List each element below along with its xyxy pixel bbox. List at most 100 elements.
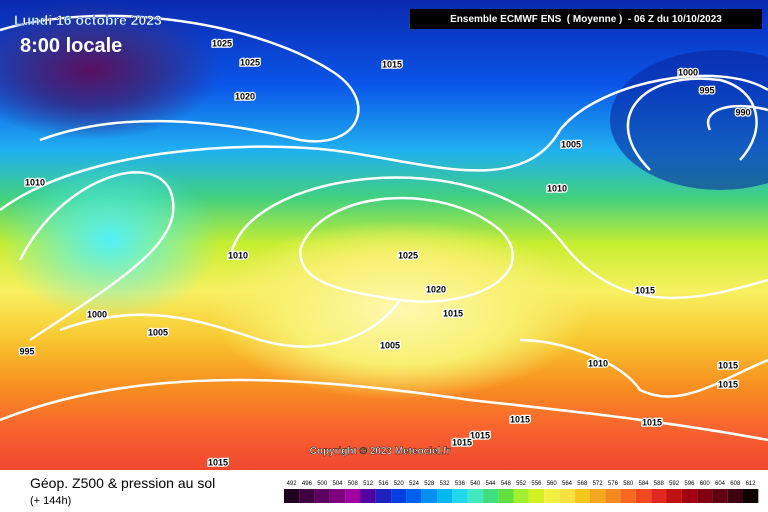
isobar: [0, 14, 360, 143]
footer-lead: (+ 144h): [30, 495, 71, 507]
isobar: [18, 171, 175, 342]
legend-label: 600: [700, 481, 711, 487]
legend-label: 552: [516, 481, 527, 487]
legend-label: 520: [394, 481, 405, 487]
isobar: [626, 77, 758, 171]
legend-swatch: [299, 489, 315, 503]
isobar-label: 995: [19, 346, 34, 356]
legend-label: 560: [547, 481, 558, 487]
isobar-label: 1020: [426, 284, 446, 294]
isobar-label: 1010: [588, 358, 608, 368]
legend-swatch: [329, 489, 346, 503]
legend-label: 500: [317, 481, 328, 487]
legend-swatch: [284, 489, 300, 503]
copyright: Copyright © 2023 Meteociel.fr: [310, 446, 451, 457]
legend-swatch: [651, 489, 667, 503]
isobars: [0, 14, 768, 442]
legend-label: 512: [363, 481, 374, 487]
legend-label: 504: [332, 481, 343, 487]
legend-label: 536: [455, 481, 466, 487]
legend-swatch: [498, 489, 514, 503]
isobar-label: 1000: [87, 309, 107, 319]
time: 8:00 locale: [20, 35, 122, 57]
legend-label: 572: [593, 481, 604, 487]
isobar-label: 1005: [148, 327, 168, 337]
legend-swatch: [666, 489, 682, 503]
legend-swatch: [421, 489, 437, 503]
isobar-label: 1025: [212, 38, 232, 48]
legend-swatch: [467, 489, 483, 503]
legend-swatch: [743, 489, 759, 503]
isobar-label: 1010: [25, 177, 45, 187]
isobar-label: 990: [735, 107, 750, 117]
model-info: Ensemble ECMWF ENS ( Moyenne ) - 06 Z du…: [450, 14, 722, 25]
legend-label: 584: [638, 481, 649, 487]
legend-label: 608: [730, 481, 741, 487]
isobar-label: 1000: [678, 67, 698, 77]
legend-swatch: [635, 489, 652, 503]
legend-swatch: [590, 489, 606, 503]
isobar: [228, 176, 768, 300]
legend-swatch: [452, 489, 468, 503]
legend-label: 580: [623, 481, 634, 487]
legend-swatch: [681, 489, 698, 503]
isobar: [59, 299, 402, 348]
legend-label: 528: [424, 481, 435, 487]
isobar: [706, 104, 768, 131]
legend-swatch: [697, 489, 713, 503]
isobar-label: 1015: [642, 417, 662, 427]
legend-swatch: [375, 489, 392, 503]
legend-swatch: [391, 489, 407, 503]
legend-label: 496: [302, 481, 313, 487]
ridge: [210, 220, 590, 400]
legend-swatch: [513, 489, 529, 503]
legend-label: 596: [684, 481, 695, 487]
isobar-label: 1015: [510, 414, 530, 424]
isobar: [0, 378, 768, 442]
isobar-label: 1015: [635, 285, 655, 295]
legend-label: 568: [577, 481, 588, 487]
isobar-label: 1025: [398, 250, 418, 260]
isobar-label: 1025: [240, 57, 260, 67]
isobar-label: 995: [699, 85, 714, 95]
legend-label: 524: [409, 481, 420, 487]
deep-low: [610, 50, 768, 190]
legend-swatch: [345, 489, 361, 503]
footer-title: Géop. Z500 & pression au sol: [30, 475, 215, 491]
legend-swatch: [528, 489, 545, 503]
isobar: [0, 74, 768, 212]
model-banner: [410, 9, 762, 29]
isobar-label: 1015: [443, 308, 463, 318]
legend-label: 564: [562, 481, 573, 487]
legend-swatch: [574, 489, 590, 503]
legend-label: 576: [608, 481, 619, 487]
date: Lundi 16 octobre 2023: [14, 12, 162, 28]
legend-swatch: [360, 489, 376, 503]
legend-swatch: [406, 489, 422, 503]
legend-swatch: [559, 489, 575, 503]
isobar-label: 1015: [452, 437, 472, 447]
legend-swatch: [712, 489, 728, 503]
legend-swatch: [605, 489, 621, 503]
isobar-label: 1015: [382, 59, 402, 69]
isobar-label: 1010: [547, 183, 567, 193]
low-pressure-core: [0, 0, 220, 140]
legend-label: 588: [654, 481, 665, 487]
isobar: [298, 196, 514, 303]
legend-label: 516: [378, 481, 389, 487]
legend-label: 592: [669, 481, 680, 487]
legend-label: 540: [470, 481, 481, 487]
legend-swatch: [620, 489, 636, 503]
isobar-label: 1015: [718, 360, 738, 370]
legend-label: 548: [501, 481, 512, 487]
legend-swatch: [544, 489, 560, 503]
legend-swatch: [437, 489, 453, 503]
legend-label: 532: [440, 481, 451, 487]
isobar-label: 1010: [228, 250, 248, 260]
cyan-region: [0, 160, 220, 320]
isobar-label: 1015: [718, 379, 738, 389]
legend-label: 556: [531, 481, 542, 487]
legend-label: 508: [348, 481, 359, 487]
